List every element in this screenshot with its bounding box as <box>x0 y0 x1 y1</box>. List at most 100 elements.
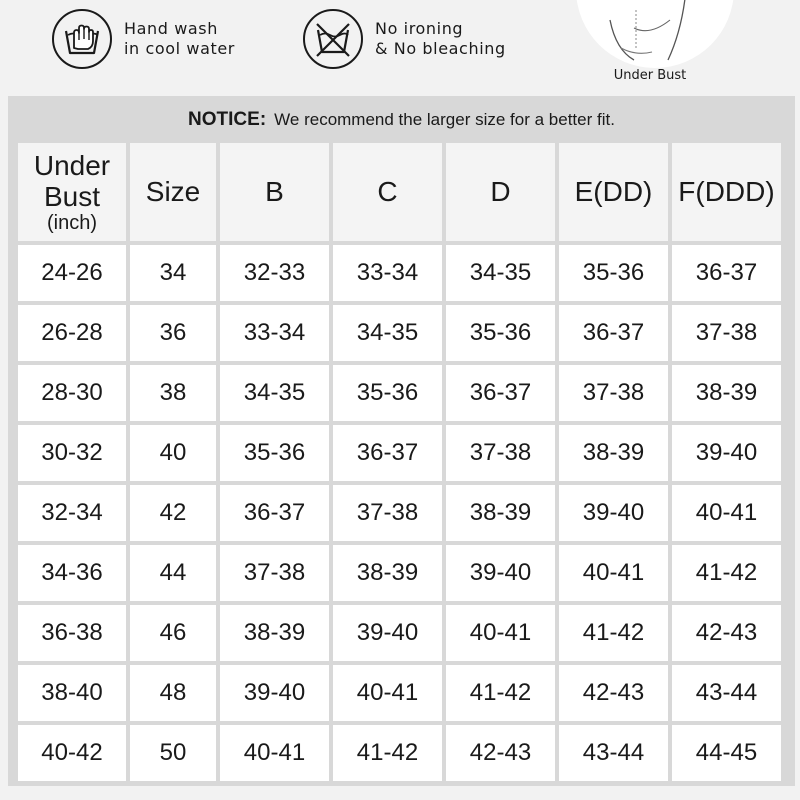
under-bust-cell: 24-26 <box>18 245 126 301</box>
table-row: 32-34 42 36-37 37-38 38-39 39-40 40-41 <box>18 485 781 541</box>
under-bust-cell: 28-30 <box>18 365 126 421</box>
cup-f-cell: 40-41 <box>672 485 781 541</box>
cup-b-cell: 34-35 <box>220 365 329 421</box>
hand-wash-icon <box>52 9 112 69</box>
table-row: 30-32 40 35-36 36-37 37-38 38-39 39-40 <box>18 425 781 481</box>
size-table: Under Bust (inch) Size B C D E(DD) F(DDD… <box>14 139 785 785</box>
cup-b-cell: 35-36 <box>220 425 329 481</box>
column-header-b: B <box>220 143 329 241</box>
column-header-d: D <box>446 143 555 241</box>
cup-c-cell: 34-35 <box>333 305 442 361</box>
column-header-e: E(DD) <box>559 143 668 241</box>
cup-c-cell: 37-38 <box>333 485 442 541</box>
size-cell: 44 <box>130 545 216 601</box>
under-bust-cell: 34-36 <box>18 545 126 601</box>
cup-e-cell: 37-38 <box>559 365 668 421</box>
cup-e-cell: 43-44 <box>559 725 668 781</box>
cup-e-cell: 40-41 <box>559 545 668 601</box>
cup-e-cell: 39-40 <box>559 485 668 541</box>
cup-d-cell: 42-43 <box>446 725 555 781</box>
size-chart: NOTICE: We recommend the larger size for… <box>8 96 795 786</box>
hand-wash-text: Hand wash in cool water <box>124 19 235 59</box>
hand-wash-line-1: Hand wash <box>124 19 218 38</box>
size-cell: 38 <box>130 365 216 421</box>
cup-b-cell: 33-34 <box>220 305 329 361</box>
table-row: 34-36 44 37-38 38-39 39-40 40-41 41-42 <box>18 545 781 601</box>
cup-f-cell: 42-43 <box>672 605 781 661</box>
column-header-under-bust: Under Bust (inch) <box>18 143 126 241</box>
table-row: 38-40 48 39-40 40-41 41-42 42-43 43-44 <box>18 665 781 721</box>
notice-label: NOTICE: <box>188 109 267 130</box>
cup-f-cell: 37-38 <box>672 305 781 361</box>
no-ironing-line-2: & No bleaching <box>375 39 506 58</box>
cup-f-cell: 43-44 <box>672 665 781 721</box>
cup-e-cell: 36-37 <box>559 305 668 361</box>
cup-c-cell: 33-34 <box>333 245 442 301</box>
cup-c-cell: 39-40 <box>333 605 442 661</box>
cup-e-cell: 38-39 <box>559 425 668 481</box>
size-cell: 36 <box>130 305 216 361</box>
cup-c-cell: 35-36 <box>333 365 442 421</box>
column-header-size: Size <box>130 143 216 241</box>
notice-text: We recommend the larger size for a bette… <box>274 110 615 129</box>
cup-e-cell: 42-43 <box>559 665 668 721</box>
cup-b-cell: 32-33 <box>220 245 329 301</box>
under-bust-cell: 26-28 <box>18 305 126 361</box>
cup-f-cell: 36-37 <box>672 245 781 301</box>
cup-e-cell: 41-42 <box>559 605 668 661</box>
under-bust-label-2: Bust <box>43 181 101 212</box>
cup-b-cell: 38-39 <box>220 605 329 661</box>
cup-d-cell: 35-36 <box>446 305 555 361</box>
no-ironing-icon <box>303 9 363 69</box>
column-header-f: F(DDD) <box>672 143 781 241</box>
cup-b-cell: 39-40 <box>220 665 329 721</box>
cup-e-cell: 35-36 <box>559 245 668 301</box>
care-hand-wash: Hand wash in cool water <box>52 8 235 70</box>
cup-d-cell: 38-39 <box>446 485 555 541</box>
column-header-c: C <box>333 143 442 241</box>
hand-wash-line-2: in cool water <box>124 39 235 58</box>
care-no-ironing: No ironing & No bleaching <box>303 8 506 70</box>
table-row: 40-42 50 40-41 41-42 42-43 43-44 44-45 <box>18 725 781 781</box>
cup-d-cell: 39-40 <box>446 545 555 601</box>
cup-f-cell: 44-45 <box>672 725 781 781</box>
size-table-body: 24-26 34 32-33 33-34 34-35 35-36 36-37 26-28 36 3… <box>18 245 781 781</box>
table-row: 36-38 46 38-39 39-40 40-41 41-42 42-43 <box>18 605 781 661</box>
no-ironing-text: No ironing & No bleaching <box>375 19 506 59</box>
cup-d-cell: 40-41 <box>446 605 555 661</box>
size-cell: 48 <box>130 665 216 721</box>
table-row: 28-30 38 34-35 35-36 36-37 37-38 38-39 <box>18 365 781 421</box>
cup-f-cell: 39-40 <box>672 425 781 481</box>
cup-b-cell: 37-38 <box>220 545 329 601</box>
diagram-caption: Under Bust <box>613 68 687 83</box>
notice-bar: NOTICE: We recommend the larger size for… <box>8 96 795 144</box>
size-cell: 42 <box>130 485 216 541</box>
cup-c-cell: 38-39 <box>333 545 442 601</box>
under-bust-label-1: Under <box>33 150 111 181</box>
cup-d-cell: 36-37 <box>446 365 555 421</box>
size-cell: 46 <box>130 605 216 661</box>
cup-d-cell: 34-35 <box>446 245 555 301</box>
cup-c-cell: 36-37 <box>333 425 442 481</box>
under-bust-cell: 32-34 <box>18 485 126 541</box>
cup-b-cell: 36-37 <box>220 485 329 541</box>
no-ironing-line-1: No ironing <box>375 19 464 38</box>
under-bust-cell: 38-40 <box>18 665 126 721</box>
table-header-row: Under Bust (inch) Size B C D E(DD) F(DDD… <box>18 143 781 241</box>
under-bust-cell: 36-38 <box>18 605 126 661</box>
size-cell: 40 <box>130 425 216 481</box>
cup-d-cell: 37-38 <box>446 425 555 481</box>
torso-sketch-icon <box>609 0 686 61</box>
under-bust-unit: (inch) <box>46 212 97 234</box>
cup-c-cell: 41-42 <box>333 725 442 781</box>
under-bust-diagram <box>576 0 734 68</box>
under-bust-cell: 40-42 <box>18 725 126 781</box>
table-row: 24-26 34 32-33 33-34 34-35 35-36 36-37 <box>18 245 781 301</box>
size-cell: 50 <box>130 725 216 781</box>
size-cell: 34 <box>130 245 216 301</box>
cup-f-cell: 38-39 <box>672 365 781 421</box>
cup-f-cell: 41-42 <box>672 545 781 601</box>
cup-c-cell: 40-41 <box>333 665 442 721</box>
under-bust-cell: 30-32 <box>18 425 126 481</box>
cup-d-cell: 41-42 <box>446 665 555 721</box>
